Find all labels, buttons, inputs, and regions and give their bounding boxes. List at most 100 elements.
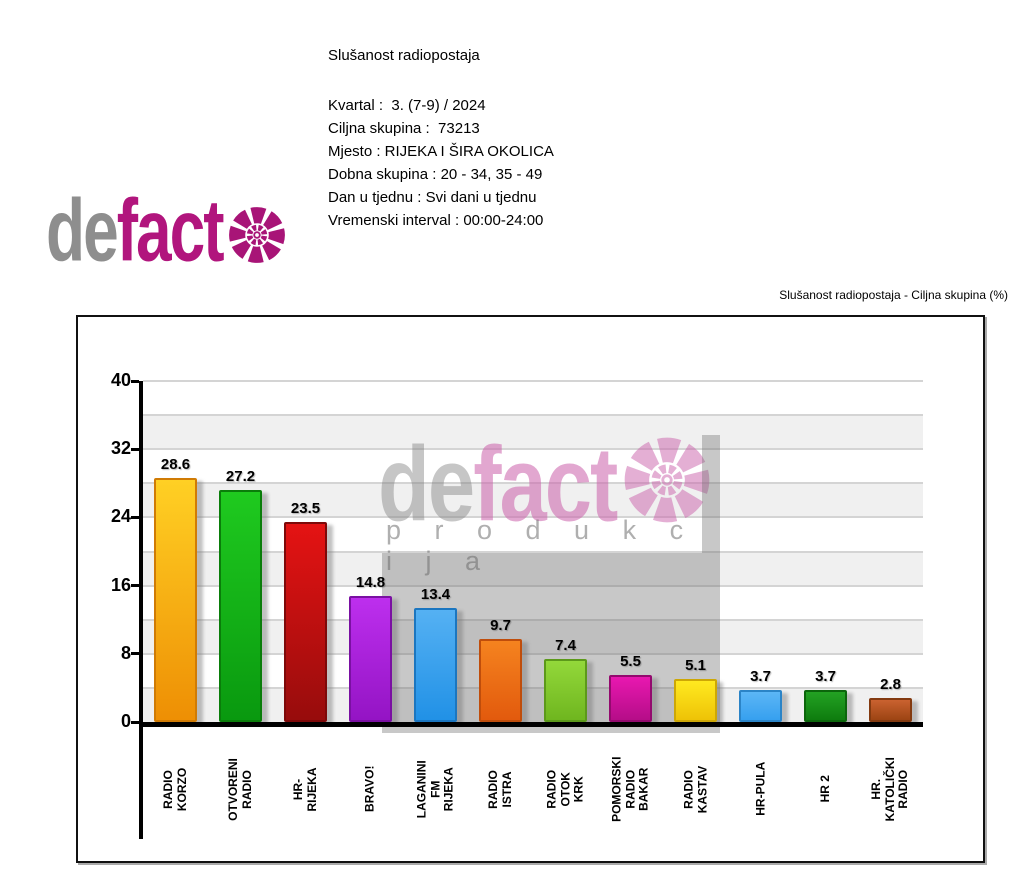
bar: [869, 698, 912, 722]
report-title: Slušanost radiopostaja: [328, 47, 480, 64]
gridline: [143, 482, 923, 485]
chart-caption: Slušanost radiopostaja - Ciljna skupina …: [779, 288, 1008, 302]
y-axis-label: 40: [110, 370, 131, 390]
bar-value-label: 7.4: [555, 636, 576, 654]
x-axis-category-label: OTVORENI RADIO: [208, 730, 273, 848]
x-axis-category-text: POMORSKI RADIO BAKAR: [609, 756, 651, 822]
y-axis-tick: [131, 652, 139, 656]
x-axis-category-label: HR. KATOLIČKI RADIO: [858, 730, 923, 848]
gridline: [143, 618, 923, 621]
plot-stripe: [143, 619, 923, 654]
detail-ciljna-skupina: Ciljna skupina : 73213: [328, 120, 480, 137]
bar: [544, 658, 587, 722]
bar-value-label: 5.5: [620, 653, 641, 671]
report-details: Kvartal : 3. (7-9) / 2024 Ciljna skupina…: [328, 94, 554, 232]
y-axis-line: [139, 381, 143, 839]
gridline: [143, 516, 923, 519]
watermark-de-text: de: [378, 425, 475, 545]
bar-value-label: 9.7: [490, 617, 511, 635]
plot-stripe: [143, 687, 923, 722]
x-axis-category-text: OTVORENI RADIO: [225, 757, 254, 821]
x-axis-category-text: HR-PULA: [752, 762, 767, 816]
bar-value-label: 27.2: [225, 468, 256, 486]
plot-stripe: [143, 415, 923, 450]
watermark-fact-text: fact: [473, 425, 618, 545]
x-axis-category-text: RADIO ISTRA: [486, 769, 514, 809]
x-axis-category-text: HR-RIJEKA: [291, 767, 319, 812]
detail-mjesto: Mjesto : RIJEKA I ŠIRA OKOLICA: [328, 143, 554, 160]
x-axis-category-label: HR-PULA: [728, 730, 793, 848]
bar-value-label: 5.1: [685, 656, 706, 674]
x-axis-line: [139, 722, 923, 727]
plot-stripe: [143, 449, 923, 484]
bar: [479, 639, 522, 722]
bar: [739, 690, 782, 722]
bar: [284, 521, 327, 722]
detail-vremenski-interval: Vremenski interval : 00:00-24:00: [328, 212, 544, 229]
bar: [804, 690, 847, 722]
bar: [414, 607, 457, 722]
plot-stripe: [143, 483, 923, 518]
x-axis-category-text: LAGANINI FM RIJEKA: [414, 760, 456, 818]
plot-stripe: [143, 517, 923, 552]
x-axis-category-text: RADIO KORZO: [161, 767, 189, 811]
detail-dobna-skupina: Dobna skupina : 20 - 34, 35 - 49: [328, 166, 543, 183]
bar-value-label: 14.8: [355, 573, 386, 591]
bar: [609, 675, 652, 722]
x-axis-category-label: LAGANINI FM RIJEKA: [403, 730, 468, 848]
logo-de-text: de: [46, 180, 119, 280]
bar-value-label: 28.6: [160, 456, 191, 474]
defacto-flower-icon: [228, 207, 285, 263]
y-axis-label: 8: [120, 642, 131, 663]
x-axis-category-label: BRAVO!: [338, 730, 403, 848]
y-axis-label: 0: [120, 711, 131, 731]
bar-value-label: 23.5: [290, 499, 321, 517]
gridline: [143, 686, 923, 689]
x-axis-category-label: RADIO KASTAV: [663, 730, 728, 848]
watermark-produkcija-text: p r o d u k c i j a: [386, 515, 697, 576]
chart-box: de fact p r o d u k c i j a 0 8 16 24 32 40 28.…: [76, 315, 985, 863]
gridline: [143, 584, 923, 587]
defacto-logo-text: de fact: [46, 180, 225, 280]
y-axis-tick: [131, 379, 139, 383]
bar: [154, 478, 197, 722]
watermark-logo-text: de fact: [378, 425, 618, 545]
y-axis-label: 24: [110, 506, 131, 527]
x-axis-category-text: RADIO OTOK KRK: [544, 769, 586, 809]
defacto-logo: de fact: [46, 180, 288, 280]
gridline: [143, 414, 923, 417]
y-axis-tick: [131, 447, 139, 451]
watermark-defacto-logo: de fact: [378, 415, 714, 545]
y-axis-label: 32: [110, 438, 131, 459]
y-axis-label: 16: [110, 574, 131, 595]
gridline: [143, 652, 923, 655]
watermark-vertical-strip: [702, 435, 720, 553]
detail-dan-u-tjednu: Dan u tjednu : Svi dani u tjednu: [328, 189, 537, 206]
bar-value-label: 3.7: [750, 668, 771, 686]
bar-chart-plot: de fact p r o d u k c i j a 0 8 16 24 32 40 28.…: [78, 317, 983, 861]
bar-value-label: 13.4: [420, 585, 451, 603]
logo-fact-text: fact: [116, 180, 225, 280]
x-axis-category-label: RADIO KORZO: [143, 730, 208, 848]
bar-value-label: 3.7: [815, 668, 836, 686]
bar: [219, 490, 262, 722]
bar: [674, 678, 717, 722]
bar-value-label: 2.8: [880, 676, 901, 694]
x-axis-category-text: HR 2: [817, 775, 832, 803]
detail-kvartal: Kvartal : 3. (7-9) / 2024: [328, 97, 486, 114]
bar: [349, 595, 392, 722]
x-axis-category-label: POMORSKI RADIO BAKAR: [598, 730, 663, 848]
y-axis-tick: [131, 515, 139, 519]
x-axis-category-text: HR. KATOLIČKI RADIO: [869, 756, 911, 822]
x-axis-category-text: BRAVO!: [362, 765, 377, 813]
x-axis-category-label: HR-RIJEKA: [273, 730, 338, 848]
gridline: [143, 448, 923, 451]
plot-stripe: [143, 381, 923, 416]
plot-stripe: [143, 585, 923, 620]
x-axis-category-label: RADIO ISTRA: [468, 730, 533, 848]
plot-stripe: [143, 653, 923, 688]
gridline: [143, 380, 923, 382]
gridline: [143, 550, 923, 553]
y-axis-tick: [131, 720, 139, 724]
x-axis-category-label: RADIO OTOK KRK: [533, 730, 598, 848]
